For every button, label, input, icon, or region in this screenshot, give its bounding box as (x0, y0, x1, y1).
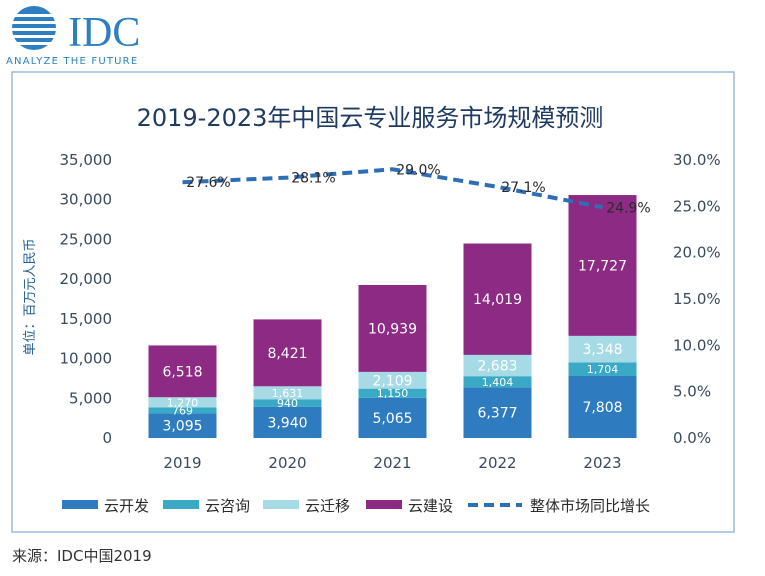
bar-value-label: 6,377 (477, 406, 517, 422)
x-tick-label: 2019 (163, 454, 201, 472)
bar-segment (568, 335, 637, 363)
bar-value-label: 1,404 (482, 376, 514, 389)
logo-tagline: ANALYZE THE FUTURE (6, 56, 138, 67)
bar-segment (253, 386, 322, 400)
bar-value-label: 6,518 (162, 364, 202, 380)
globe-icon (10, 6, 58, 50)
legend-label: 云建设 (408, 497, 453, 515)
growth-value-label: 27.6% (186, 175, 230, 191)
bar-segment (148, 407, 217, 414)
chart-title: 2019-2023年中国云专业服务市场规模预测 (137, 104, 604, 132)
bar-value-label: 1,704 (587, 363, 619, 376)
y-tick-label: 15,000 (60, 310, 113, 328)
bar-segment (568, 195, 637, 336)
bar-segment (463, 376, 532, 388)
y-tick-label: 30,000 (60, 191, 113, 209)
bar-segment (358, 371, 427, 389)
x-tick-label: 2022 (478, 454, 516, 472)
legend-swatch (263, 500, 299, 509)
bar-segment (253, 406, 322, 438)
bar-segment (463, 354, 532, 377)
bar-segment (148, 413, 217, 438)
bar-value-label: 769 (172, 404, 193, 417)
legend-swatch (62, 500, 98, 509)
x-axis-ticks: 2019 2020 2021 2022 2023 (163, 454, 621, 472)
y2-tick-label: 0.0% (673, 429, 711, 447)
y-tick-label: 20,000 (60, 270, 113, 288)
y2-tick-label: 10.0% (673, 336, 721, 354)
bar-value-label: 1,270 (167, 396, 199, 409)
bar-segment (358, 397, 427, 438)
y2-tick-label: 20.0% (673, 244, 721, 262)
logo-brand: IDC (68, 10, 140, 56)
bar-value-label: 2,683 (477, 359, 517, 375)
bar-segment (148, 345, 217, 398)
bar-value-label: 7,808 (582, 400, 622, 416)
growth-line (182, 167, 603, 210)
growth-value-label: 27.1% (501, 180, 545, 196)
bar-segment (358, 388, 427, 398)
y2-tick-label: 30.0% (673, 151, 721, 169)
y-tick-label: 10,000 (60, 350, 113, 368)
bar-segment (463, 387, 532, 438)
bar-value-label: 940 (277, 397, 298, 410)
bar-value-label: 14,019 (473, 292, 522, 308)
bar-segment (253, 399, 322, 407)
y2-tick-label: 15.0% (673, 290, 721, 308)
y-tick-label: 25,000 (60, 230, 113, 248)
bar-segment (568, 362, 637, 376)
y2-tick-label: 25.0% (673, 197, 721, 215)
y-axis-label: 单位：百万元人民币 (23, 238, 38, 355)
bar-value-label: 2,109 (372, 373, 412, 389)
legend-label: 云开发 (104, 497, 149, 515)
bar-value-label: 3,348 (582, 342, 622, 358)
legend: 云开发 云咨询 云迁移 云建设 整体市场同比增长 (62, 497, 650, 515)
x-tick-label: 2023 (583, 454, 621, 472)
idc-logo: IDC ANALYZE THE FUTURE (6, 6, 140, 67)
x-tick-label: 2021 (373, 454, 411, 472)
y2-tick-label: 5.0% (673, 383, 711, 401)
growth-line-group: 27.6% 28.1% 29.0% 27.1% 24.9% (182, 162, 651, 216)
bar-segment (148, 397, 217, 408)
bar-value-label: 5,065 (372, 411, 412, 427)
bar-value-label: 8,421 (267, 346, 307, 362)
y-axis-ticks: 0 5,000 10,000 15,000 20,000 25,000 30,000 35,0… (60, 151, 113, 447)
bar-value-label: 1,631 (272, 387, 304, 400)
bar-segment (463, 243, 532, 355)
legend-swatch (163, 500, 199, 509)
legend-label: 云迁移 (305, 497, 350, 515)
bar-segment (568, 375, 637, 438)
y-tick-label: 0 (102, 429, 112, 447)
bar-value-label: 3,095 (162, 419, 202, 435)
growth-value-label: 24.9% (606, 200, 650, 216)
legend-swatch (366, 500, 402, 509)
bar-value-label: 10,939 (368, 321, 417, 337)
source-note: 来源：IDC中国2019 (12, 547, 152, 565)
x-tick-label: 2020 (268, 454, 306, 472)
y2-axis-ticks: 0.0% 5.0% 10.0% 15.0% 20.0% 25.0% 30.0% (673, 151, 721, 447)
bar-segment (253, 319, 322, 387)
growth-value-label: 28.1% (291, 171, 335, 187)
bar-value-label: 3,940 (267, 415, 307, 431)
bar-value-label: 1,150 (377, 387, 409, 400)
y-tick-label: 5,000 (69, 389, 112, 407)
growth-value-label: 29.0% (396, 162, 440, 178)
bar-value-label: 17,727 (578, 258, 627, 274)
legend-label: 云咨询 (205, 497, 250, 515)
y-tick-label: 35,000 (60, 151, 113, 169)
legend-label: 整体市场同比增长 (530, 497, 650, 515)
bar-segment (358, 284, 427, 372)
